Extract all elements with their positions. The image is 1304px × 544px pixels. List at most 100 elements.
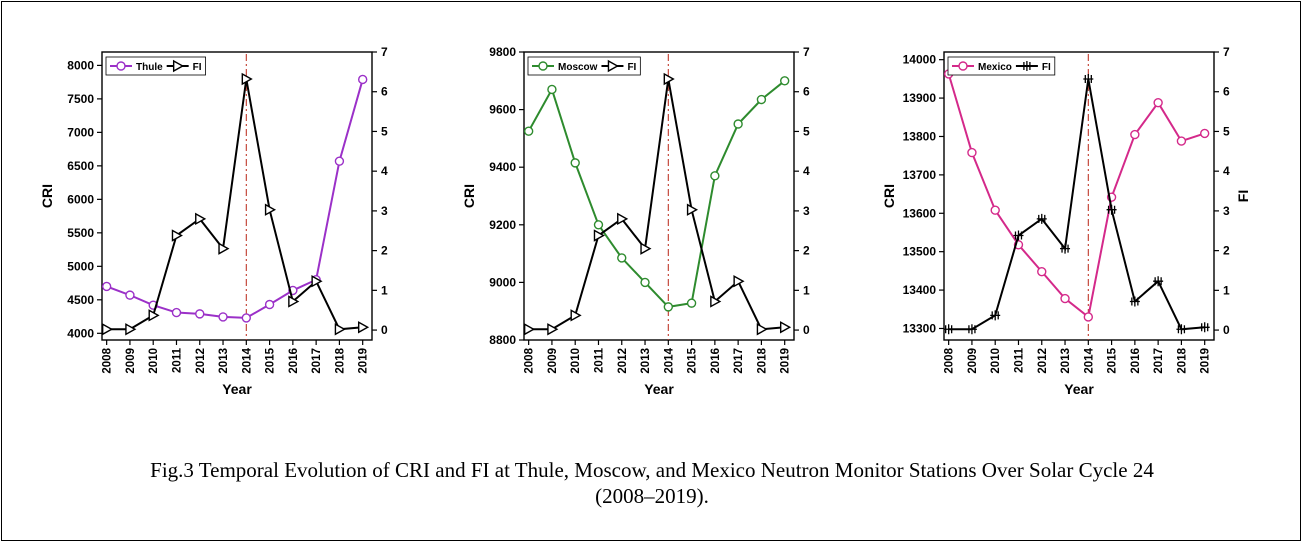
x-tick-label: 2009 [967, 348, 979, 374]
x-tick-label: 2019 [1200, 348, 1212, 374]
x-tick-label: 2014 [1083, 347, 1095, 373]
x-tick-label: 2016 [288, 348, 300, 374]
x-axis-title: Year [1064, 381, 1094, 397]
y-tick-label: 14000 [903, 53, 937, 67]
data-point [195, 309, 205, 319]
data-point [1013, 230, 1024, 241]
data-point [1060, 293, 1070, 304]
figure-caption: Fig.3 Temporal Evolution of CRI and FI a… [2, 457, 1302, 509]
legend-label: Thule [136, 62, 163, 73]
x-tick-label: 2010 [148, 348, 160, 374]
x-tick-label: 2016 [710, 348, 722, 374]
y-tick-label: 8000 [67, 58, 94, 72]
data-point [990, 310, 1001, 321]
data-point [593, 229, 605, 242]
data-point [195, 212, 207, 226]
x-tick-label: 2014 [241, 347, 253, 373]
data-point [1199, 128, 1210, 139]
moscow-chart: 8800 9000 9200 9400 9600 9800 0 1 2 3 4 5 6 7 2008 2009… [454, 42, 874, 422]
legend-label: FI [1042, 62, 1051, 73]
y-tick-label: 13700 [903, 168, 937, 182]
data-point [1130, 129, 1140, 140]
y2-tick-label: 5 [803, 124, 810, 138]
y2-tick-label: 2 [1223, 244, 1230, 258]
legend-box [947, 56, 1056, 76]
y-tick-label: 9600 [489, 103, 516, 117]
y2-tick-label: 2 [803, 244, 810, 258]
series-fi [101, 72, 370, 336]
data-point [171, 307, 182, 318]
x-tick-label: 2018 [334, 347, 346, 373]
legend-swatch-marker [538, 61, 548, 71]
data-point [1036, 213, 1047, 224]
x-tick-label: 2009 [547, 348, 559, 374]
data-point [101, 323, 114, 336]
x-tick-label: 2017 [733, 348, 745, 374]
data-point [733, 119, 743, 129]
data-point [125, 290, 135, 300]
series-line [948, 78, 1205, 331]
data-point [218, 312, 228, 322]
data-point [241, 313, 252, 323]
legend-label: FI [193, 62, 202, 73]
y-tick-label: 9400 [489, 160, 516, 174]
data-point [710, 295, 722, 308]
data-point [1153, 97, 1163, 108]
y-tick-label: 13600 [903, 206, 937, 220]
y2-tick-label: 4 [1223, 164, 1230, 178]
data-point [241, 72, 253, 86]
y2-tick-label: 6 [803, 85, 810, 99]
data-point [1153, 276, 1164, 287]
x-tick-label: 2019 [780, 348, 792, 374]
y-tick-label: 9000 [489, 275, 516, 289]
data-point [1176, 136, 1187, 146]
data-point [523, 323, 536, 336]
data-point [101, 281, 112, 292]
series-line [947, 73, 1206, 319]
data-point [357, 74, 368, 85]
series-moscow [523, 76, 790, 312]
legend-swatch-marker [607, 59, 619, 73]
x-axis-title: Year [644, 381, 674, 397]
y-tick-label: 9200 [489, 218, 516, 232]
caption-line-1: Fig.3 Temporal Evolution of CRI and FI a… [150, 458, 1154, 482]
series-thule [101, 74, 368, 323]
legend-swatch-marker [116, 61, 126, 71]
y2-tick-label: 3 [381, 204, 388, 218]
y-axis-title: CRI [39, 184, 55, 208]
series-fi [943, 74, 1210, 335]
data-point [1037, 266, 1047, 277]
x-tick-label: 2012 [195, 348, 207, 374]
y-tick-label: 4500 [67, 293, 94, 307]
x-tick-label: 2016 [1130, 348, 1142, 374]
caption-line-2: (2008–2019). [595, 484, 709, 508]
x-tick-label: 2008 [102, 347, 114, 373]
data-point [617, 212, 629, 226]
series-line [106, 78, 363, 331]
legend-swatch-marker [958, 61, 968, 71]
series-line [106, 79, 364, 319]
y-tick-label: 13900 [903, 91, 937, 105]
chart-svg-1: 8800 9000 9200 9400 9600 9800 0 1 2 3 4 5 6 7 2008 2009… [461, 45, 810, 397]
x-tick-label: 2015 [687, 347, 699, 373]
y2-tick-label: 0 [1223, 323, 1230, 337]
legend-box [527, 56, 641, 76]
mexico-chart: 13300 13400 13500 13600 13700 13800 13900 14000… [874, 42, 1294, 422]
data-point [1083, 312, 1094, 322]
x-tick-label: 2012 [617, 348, 629, 374]
y-axis-title: CRI [461, 184, 477, 208]
data-point [733, 275, 745, 288]
y2-tick-label: 5 [1223, 124, 1230, 138]
legend-box [105, 56, 206, 76]
y-tick-label: 7500 [67, 92, 94, 106]
y-tick-label: 5500 [67, 226, 94, 240]
data-point [686, 298, 697, 308]
y-tick-label: 8800 [489, 333, 516, 347]
y2-tick-label: 1 [1223, 283, 1230, 297]
data-point [218, 242, 230, 255]
data-point [1083, 74, 1094, 85]
y2-tick-label: 0 [803, 323, 810, 337]
data-point [663, 302, 674, 312]
y-tick-label: 7000 [67, 125, 94, 139]
